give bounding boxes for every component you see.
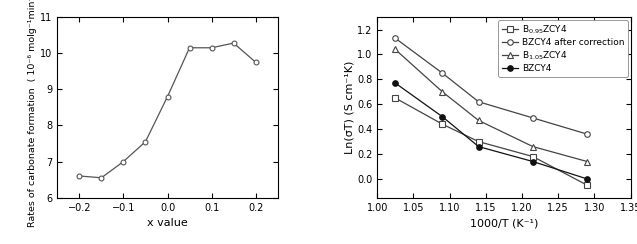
B$_{1.05}$ZCY4 <box>583 160 591 163</box>
B$_{1.05}$ZCY4 <box>475 119 482 122</box>
BZCY4 <box>438 115 446 118</box>
Line: BZCY4 after correction: BZCY4 after correction <box>392 35 590 137</box>
BZCY4 after correction <box>392 37 399 40</box>
BZCY4 after correction <box>475 100 482 103</box>
Y-axis label: Ln(σT) (S cm⁻¹K): Ln(σT) (S cm⁻¹K) <box>344 61 354 154</box>
BZCY4 after correction <box>438 72 446 75</box>
BZCY4 <box>392 81 399 84</box>
Y-axis label: Rates of carbonate formation  ( 10⁻⁶ molg⁻¹min⁻¹): Rates of carbonate formation ( 10⁻⁶ molg… <box>29 0 38 227</box>
B$_{1.05}$ZCY4 <box>438 90 446 93</box>
BZCY4 after correction <box>529 116 537 119</box>
X-axis label: x value: x value <box>147 218 188 228</box>
Line: B$_{0.95}$ZCY4: B$_{0.95}$ZCY4 <box>392 95 590 188</box>
B$_{0.95}$ZCY4 <box>475 140 482 143</box>
B$_{1.05}$ZCY4 <box>529 145 537 148</box>
Line: BZCY4: BZCY4 <box>392 80 590 182</box>
BZCY4 <box>475 145 482 148</box>
Line: B$_{1.05}$ZCY4: B$_{1.05}$ZCY4 <box>392 47 590 164</box>
B$_{0.95}$ZCY4 <box>392 97 399 100</box>
B$_{0.95}$ZCY4 <box>438 123 446 126</box>
BZCY4 after correction <box>583 133 591 136</box>
B$_{0.95}$ZCY4 <box>529 155 537 158</box>
BZCY4 <box>529 160 537 163</box>
B$_{1.05}$ZCY4 <box>392 48 399 51</box>
Legend: B$_{0.95}$ZCY4, BZCY4 after correction, B$_{1.05}$ZCY4, BZCY4: B$_{0.95}$ZCY4, BZCY4 after correction, … <box>498 20 628 77</box>
BZCY4 <box>583 177 591 180</box>
B$_{0.95}$ZCY4 <box>583 184 591 187</box>
X-axis label: 1000/T (K⁻¹): 1000/T (K⁻¹) <box>469 218 538 228</box>
